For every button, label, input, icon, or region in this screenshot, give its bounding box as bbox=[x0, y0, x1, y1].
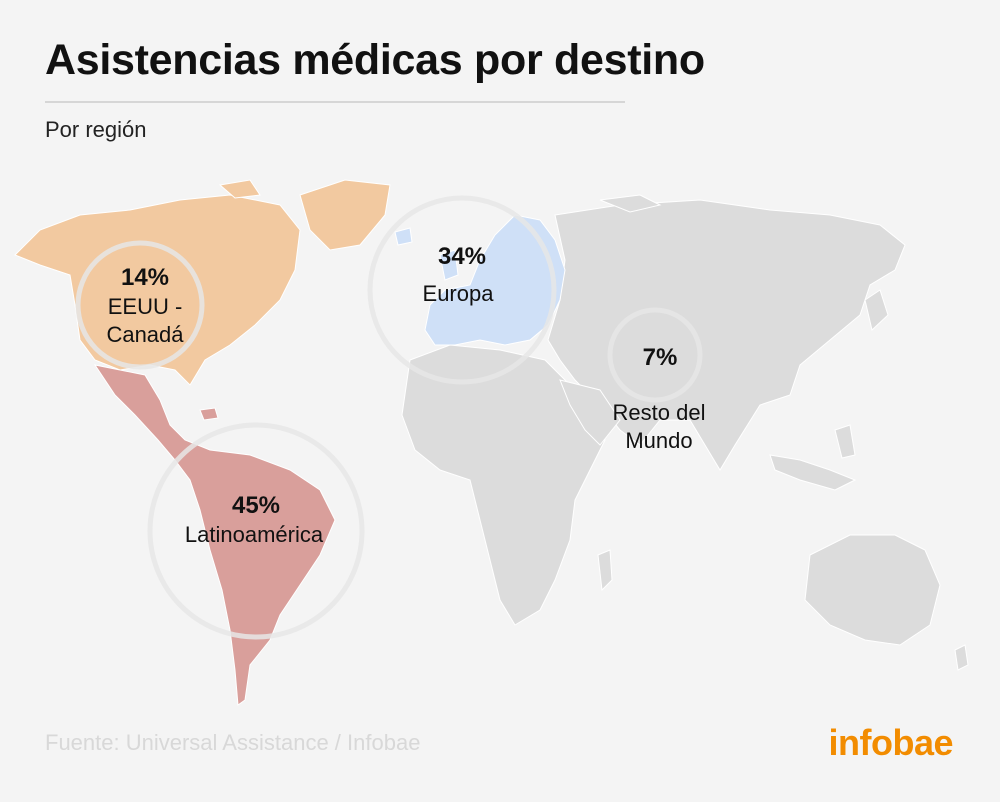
latin-america-region bbox=[93, 364, 336, 706]
latam-percentage: 45% bbox=[232, 492, 280, 519]
latam-highlight-circle bbox=[147, 422, 365, 640]
infobae-logo: infobae bbox=[828, 722, 953, 763]
europe-percentage: 34% bbox=[438, 243, 486, 270]
north-america-region bbox=[14, 179, 391, 386]
europe-region bbox=[394, 214, 566, 346]
rest-label-line2: Mundo bbox=[625, 428, 692, 453]
europe-label: Europa bbox=[423, 281, 495, 306]
north-america-label-line1: EEUU - bbox=[108, 294, 183, 319]
source-credit: Fuente: Universal Assistance / Infobae bbox=[45, 730, 421, 755]
latam-label: Latinoamérica bbox=[185, 522, 324, 547]
north-america-label-line2: Canadá bbox=[106, 322, 184, 347]
rest-label-line1: Resto del bbox=[613, 400, 706, 425]
rest-highlight-circle bbox=[607, 307, 703, 403]
north-america-highlight-circle bbox=[75, 240, 205, 370]
chart-subtitle: Por región bbox=[45, 117, 147, 142]
chart-title: Asistencias médicas por destino bbox=[45, 36, 705, 84]
europe-highlight-circle bbox=[367, 195, 557, 385]
rest-of-world-landmass bbox=[401, 194, 969, 671]
north-america-percentage: 14% bbox=[121, 264, 169, 291]
rest-percentage: 7% bbox=[643, 344, 678, 371]
title-divider bbox=[45, 101, 625, 103]
